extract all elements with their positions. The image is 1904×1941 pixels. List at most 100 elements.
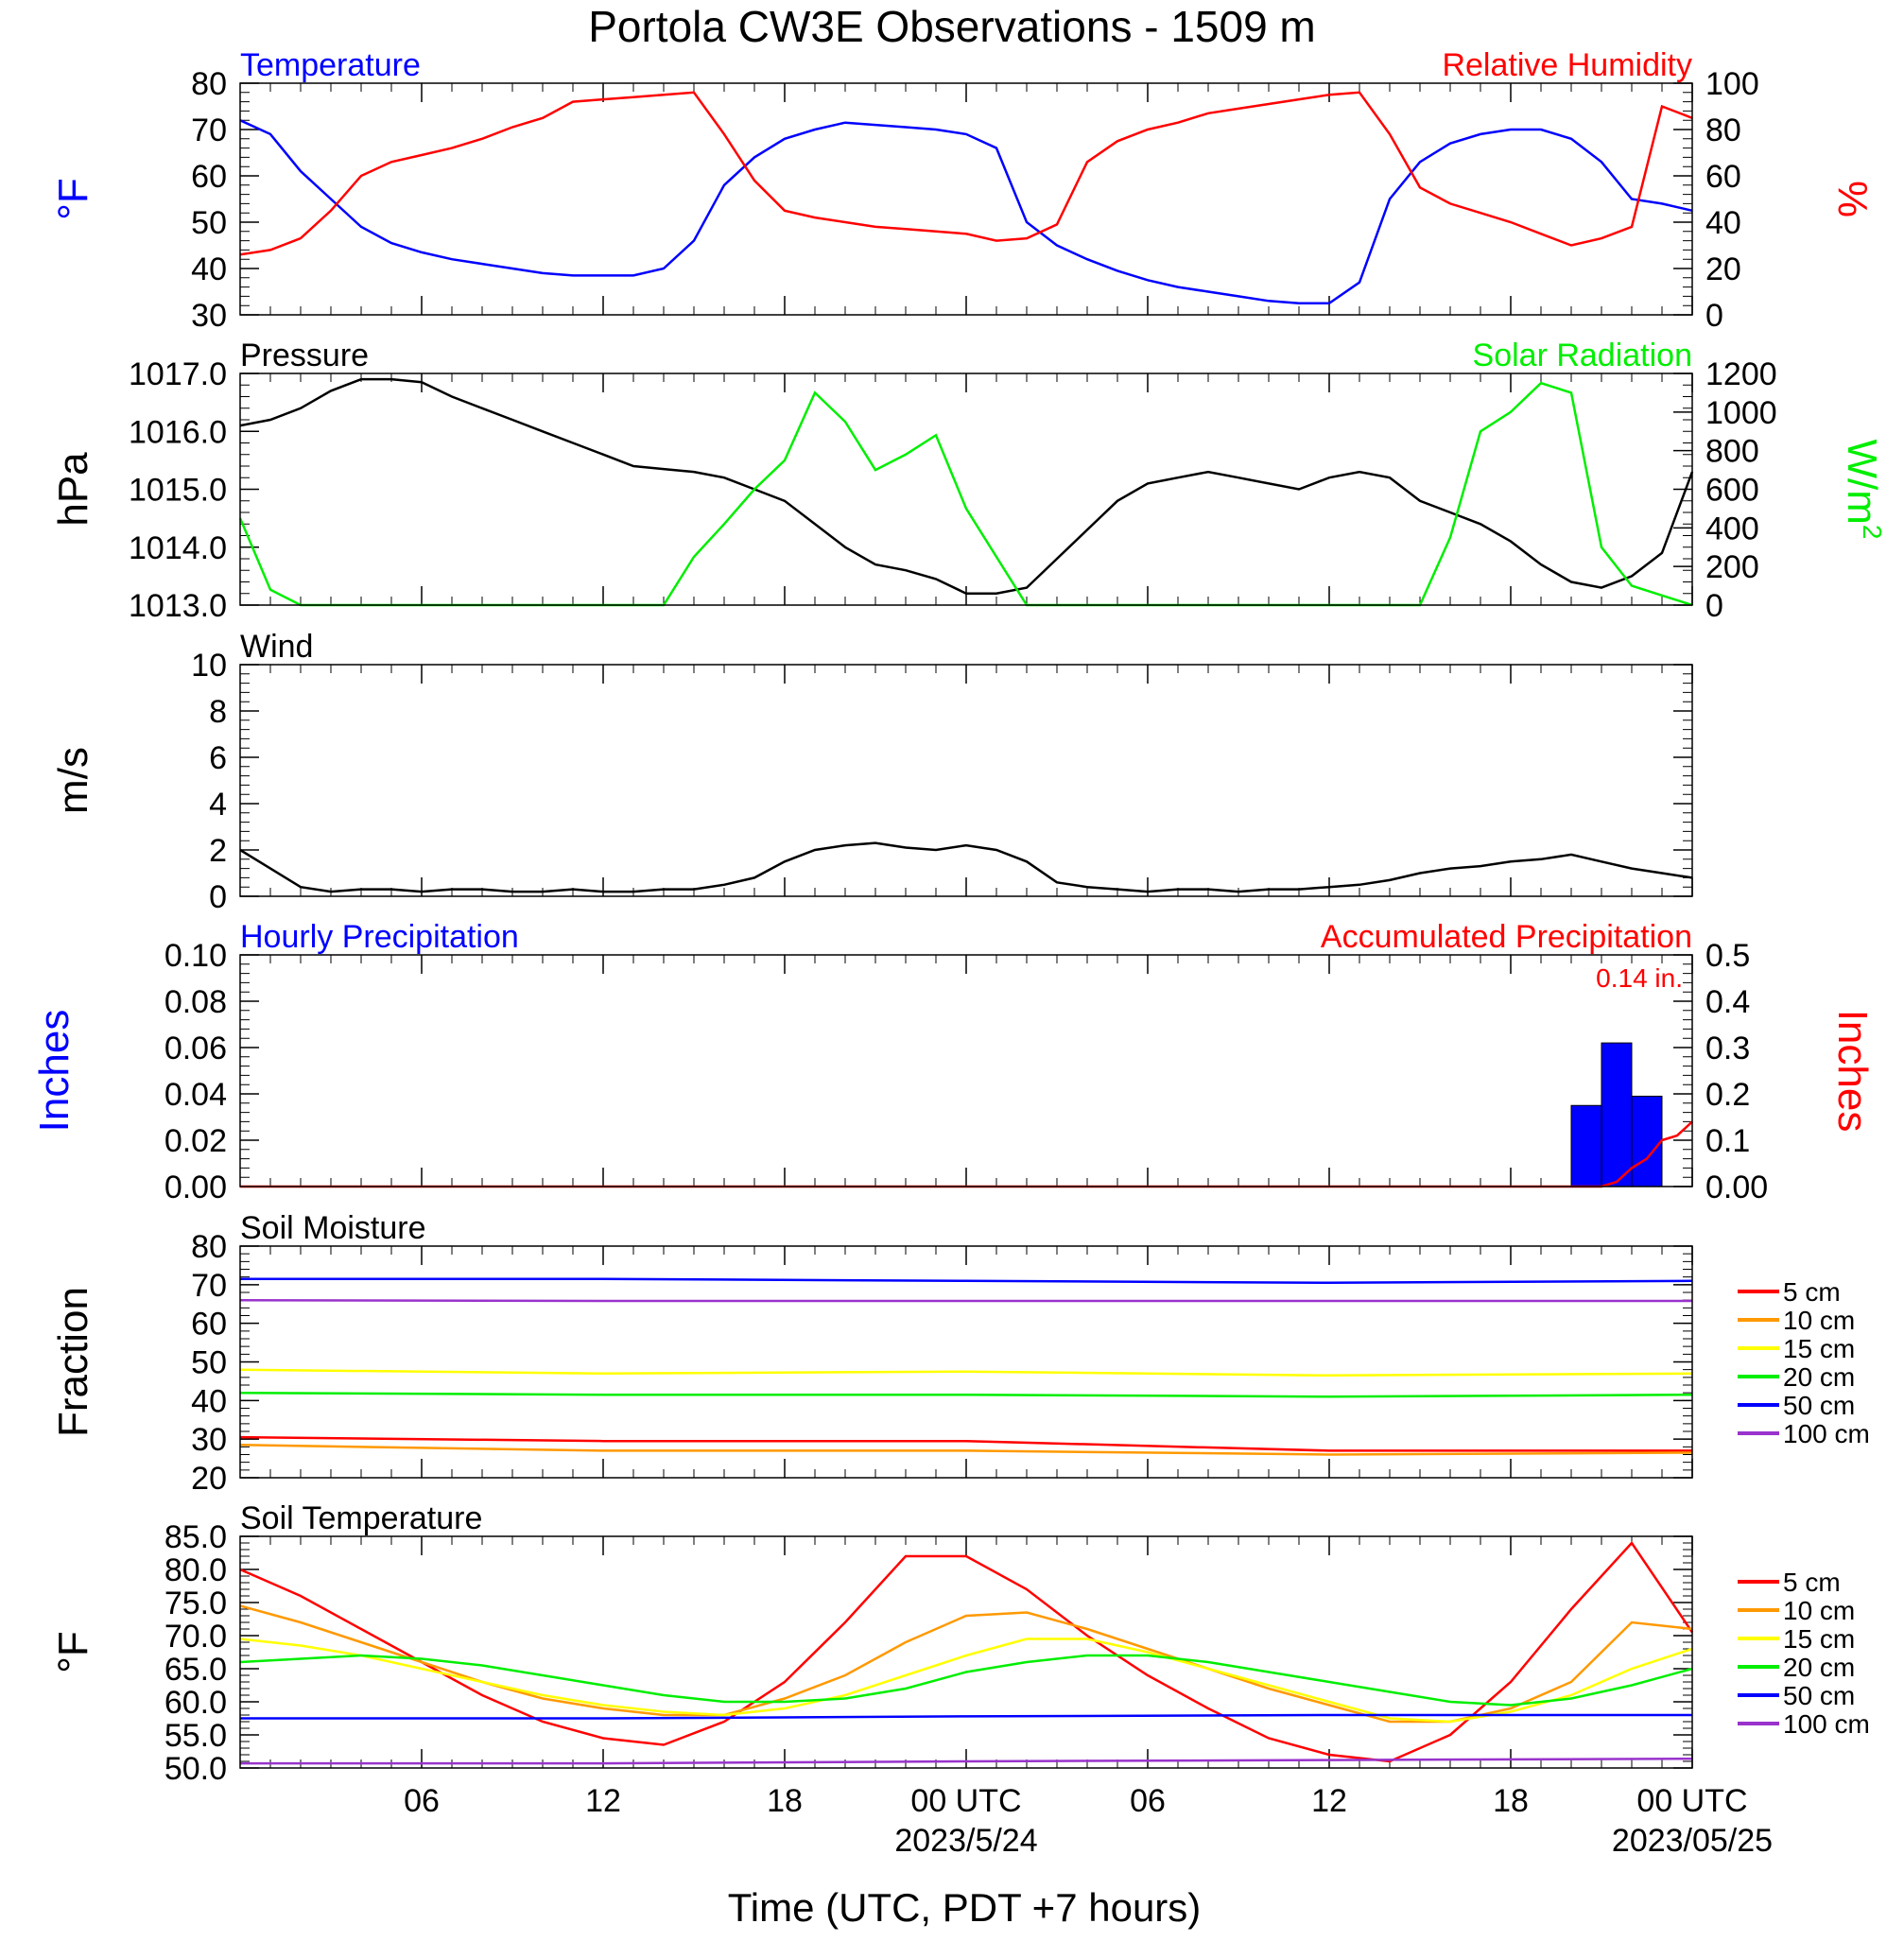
legend-label: 10 cm xyxy=(1783,1306,1855,1335)
y-tick-label-left: 60.0 xyxy=(164,1685,227,1721)
y-axis-label-left: Inches xyxy=(31,1010,78,1133)
y-tick-label-left: 70 xyxy=(191,1268,227,1304)
y-tick-label-left: 30 xyxy=(191,298,227,334)
x-tick-label: 12 xyxy=(1311,1783,1347,1819)
x-tick-label: 18 xyxy=(767,1783,803,1819)
y-axis-label-right: % xyxy=(1829,181,1876,217)
legend-label: 100 cm xyxy=(1783,1709,1870,1739)
y-tick-label-right: 0.3 xyxy=(1705,1031,1750,1066)
y-tick-label-right: 0.2 xyxy=(1705,1077,1750,1113)
y-axis-label-right: W/m2 xyxy=(1839,440,1887,540)
legend-label: 10 cm xyxy=(1783,1596,1855,1625)
legend-label: 5 cm xyxy=(1783,1277,1841,1307)
x-tick-label: 06 xyxy=(404,1783,440,1819)
y-tick-label-left: 0.06 xyxy=(164,1031,227,1066)
y-tick-label-left: 20 xyxy=(191,1461,227,1497)
series-20-cm xyxy=(239,1654,1693,1707)
series-wind xyxy=(239,841,1693,893)
series-50-cm xyxy=(240,1713,1692,1720)
x-tick-label: 12 xyxy=(585,1783,621,1819)
y-axis-label-right: Inches xyxy=(1829,1010,1876,1133)
series-15-cm xyxy=(239,1368,1693,1378)
y-tick-label-left: 8 xyxy=(209,694,227,730)
y-tick-label-left: 60 xyxy=(191,1307,227,1343)
minor-ticks xyxy=(239,954,1693,1187)
y-axis-label-left: °F xyxy=(50,178,96,219)
y-tick-label-left: 6 xyxy=(209,740,227,776)
panel-title-left: Pressure xyxy=(240,338,369,373)
panel-pressure-solar: 1013.0 1014.0 1015.0 1016.0 1017.0 0200400600… xyxy=(50,338,1887,624)
legend-label: 100 cm xyxy=(1783,1419,1870,1448)
plot-frame xyxy=(239,1245,1693,1479)
legend-label: 20 cm xyxy=(1783,1362,1855,1392)
y-axis-label-left: Fraction xyxy=(50,1287,96,1437)
plot-frame xyxy=(239,664,1693,897)
precip-bar xyxy=(1601,1042,1633,1187)
y-tick-label-right: 1000 xyxy=(1705,395,1777,431)
y-tick-label-left: 40 xyxy=(191,251,227,287)
panel-title-left: Soil Temperature xyxy=(240,1500,482,1536)
minor-ticks xyxy=(239,373,1693,606)
y-tick-label-right: 40 xyxy=(1705,205,1741,241)
y-tick-label-left: 0.08 xyxy=(164,984,227,1020)
y-tick-label-right: 0 xyxy=(1705,588,1723,624)
series-100-cm xyxy=(240,1757,1693,1765)
series-50-cm xyxy=(240,1277,1693,1285)
panel-title-left: Wind xyxy=(240,629,313,665)
y-tick-label-left: 0 xyxy=(209,879,227,915)
y-tick-label-left: 75.0 xyxy=(164,1586,227,1621)
y-tick-label-left: 0.10 xyxy=(164,938,227,974)
plot-frame xyxy=(239,82,1693,316)
y-tick-label-left: 0.04 xyxy=(164,1077,227,1113)
precip-bar xyxy=(1570,1104,1602,1187)
y-tick-label-left: 65.0 xyxy=(164,1652,227,1688)
panel-title-right: Accumulated Precipitation xyxy=(1321,919,1692,955)
y-tick-label-right: 100 xyxy=(1705,66,1759,102)
legend-label: 15 cm xyxy=(1783,1334,1855,1363)
y-tick-label-left: 50 xyxy=(191,1345,227,1381)
y-tick-label-left: 1015.0 xyxy=(129,473,227,509)
legend-label: 50 cm xyxy=(1783,1391,1855,1420)
y-tick-label-left: 1013.0 xyxy=(129,588,227,624)
y-tick-label-right: 20 xyxy=(1705,251,1741,287)
y-tick-label-left: 1014.0 xyxy=(129,530,227,566)
panel-title-left: Soil Moisture xyxy=(240,1210,426,1246)
y-tick-label-right: 200 xyxy=(1705,549,1759,585)
y-tick-label-right: 1200 xyxy=(1705,356,1777,392)
y-tick-label-right: 80 xyxy=(1705,113,1741,148)
precip-bar xyxy=(1631,1095,1663,1187)
series-solar-radiation xyxy=(238,381,1693,607)
y-axis-label-left: hPa xyxy=(50,452,96,527)
y-tick-label-left: 1017.0 xyxy=(129,356,227,392)
series-15-cm xyxy=(239,1638,1693,1724)
x-tick-label: 00 UTC xyxy=(910,1783,1021,1819)
accumulation-annotation: 0.14 in. xyxy=(1596,963,1683,993)
y-tick-label-left: 80.0 xyxy=(164,1552,227,1588)
y-tick-label-right: 0.00 xyxy=(1705,1170,1768,1205)
series-accumulated-precipitation xyxy=(240,1120,1693,1188)
legend-label: 50 cm xyxy=(1783,1681,1855,1710)
y-tick-label-left: 50.0 xyxy=(164,1751,227,1787)
series-temperature xyxy=(239,119,1693,305)
figure-title: Portola CW3E Observations - 1509 m xyxy=(588,2,1316,51)
panel-soil-temp: 50.055.060.065.070.075.080.085.0 Soil Tem… xyxy=(50,1500,1870,1787)
panel-precip: 0.00 0.02 0.04 0.06 0.08 0.10 0.00 0.1 0.2 0.3 0.4… xyxy=(31,919,1876,1205)
plot-frame xyxy=(239,373,1693,606)
series-pressure xyxy=(239,377,1694,595)
y-tick-label-left: 30 xyxy=(191,1422,227,1458)
minor-ticks xyxy=(239,1535,1693,1769)
x-axis-label: Time (UTC, PDT +7 hours) xyxy=(728,1885,1202,1930)
y-tick-label-left: 0.02 xyxy=(164,1123,227,1159)
plot-frame xyxy=(239,1535,1693,1769)
y-tick-label-left: 40 xyxy=(191,1383,227,1419)
panel-wind: 0 2 4 6 8 10 Wind m/s xyxy=(50,629,1693,915)
series-20-cm xyxy=(239,1391,1693,1398)
panel-title-left: Temperature xyxy=(240,47,421,83)
y-tick-label-left: 50 xyxy=(191,205,227,241)
y-tick-label-right: 600 xyxy=(1705,473,1759,509)
panel-title-right: Relative Humidity xyxy=(1442,47,1692,83)
y-tick-label-right: 0 xyxy=(1705,298,1723,334)
